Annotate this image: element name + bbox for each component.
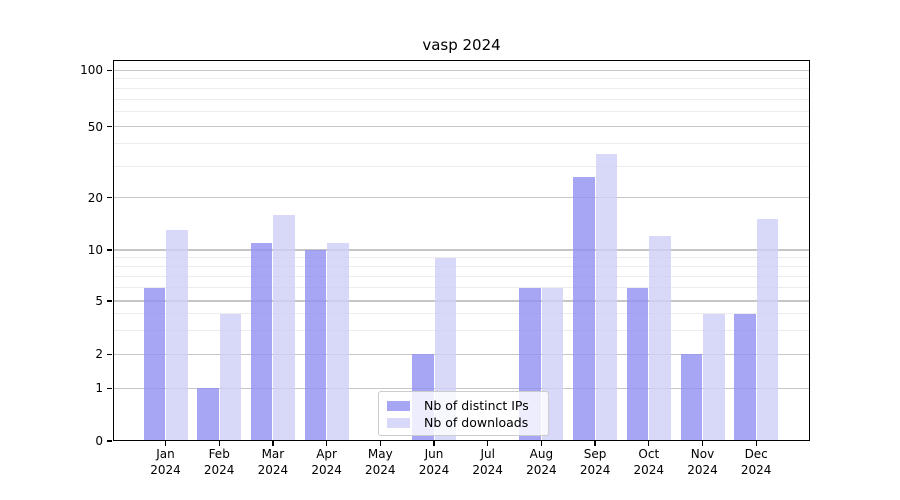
y-tick-label-10: 10	[87, 243, 103, 257]
x-tick-jul	[487, 441, 489, 446]
gridline-major-10	[113, 249, 810, 251]
y-tick-label-2: 2	[95, 347, 103, 362]
bar-downloads-nov	[703, 313, 725, 441]
x-tick-label-jul: Jul 2024	[472, 447, 503, 477]
x-tick-label-jun: Jun 2024	[418, 447, 450, 477]
gridline-minor-6	[113, 287, 810, 289]
gridline-minor-3	[113, 330, 810, 332]
x-tick-label-jan: Jan 2024	[150, 447, 181, 477]
gridline-major-1	[113, 387, 810, 389]
y-tick-10	[107, 249, 112, 251]
bar-ips-dec	[734, 313, 756, 441]
y-tick-label-1: 1	[95, 381, 103, 396]
gridline-minor-40	[113, 143, 810, 145]
legend-swatch-distinct-ips	[387, 400, 410, 411]
x-tick-label-mar: Mar 2024	[257, 447, 289, 477]
gridline-major-5	[113, 300, 810, 302]
gridline-minor-60	[113, 111, 810, 113]
x-tick-feb	[218, 441, 220, 446]
x-tick-oct	[648, 441, 650, 446]
y-tick-label-20: 20	[87, 190, 103, 205]
gridline-major-2	[113, 353, 810, 355]
x-tick-label-aug: Aug 2024	[526, 447, 557, 477]
bar-downloads-mar	[273, 214, 295, 441]
gridline-minor-90	[113, 78, 810, 80]
legend-label-downloads: Nb of downloads	[424, 415, 529, 430]
bar-downloads-feb	[219, 313, 242, 441]
bar-downloads-oct	[649, 236, 671, 441]
bar-ips-sep	[573, 177, 595, 441]
y-tick-label-5: 5	[95, 294, 103, 308]
gridline-minor-7	[113, 275, 810, 277]
x-tick-dec	[755, 441, 757, 446]
x-tick-mar	[272, 441, 274, 446]
x-tick-label-sep: Sep 2024	[579, 447, 611, 477]
bar-downloads-jan	[166, 230, 188, 441]
x-tick-jun	[433, 441, 435, 446]
x-tick-apr	[325, 441, 328, 446]
gridline-minor-70	[113, 98, 810, 100]
y-tick-2	[107, 353, 112, 355]
x-tick-label-may: May 2024	[365, 447, 396, 477]
y-tick-5	[107, 300, 112, 302]
gridline-major-20	[113, 197, 810, 199]
bar-ips-nov	[680, 354, 702, 441]
x-tick-aug	[540, 441, 543, 446]
y-tick-label-0: 0	[95, 434, 103, 448]
x-tick-label-oct: Oct 2024	[633, 447, 665, 477]
y-tick-label-50: 50	[87, 119, 103, 134]
x-tick-may	[379, 441, 381, 446]
x-tick-label-feb: Feb 2024	[203, 447, 235, 477]
legend: Nb of distinct IPs Nb of downloads	[378, 391, 549, 436]
legend-swatch-downloads	[387, 417, 410, 428]
bar-downloads-apr	[327, 242, 349, 441]
bar-ips-mar	[250, 242, 273, 441]
x-tick-label-apr: Apr 2024	[311, 447, 342, 477]
legend-item-downloads: Nb of downloads	[387, 414, 540, 431]
gridline-major-50	[113, 126, 810, 128]
bar-downloads-sep	[595, 154, 618, 441]
x-tick-label-nov: Nov 2024	[687, 447, 718, 477]
legend-label-distinct-ips: Nb of distinct IPs	[424, 398, 529, 413]
x-tick-label-dec: Dec 2024	[740, 447, 772, 477]
gridline-minor-9	[113, 257, 810, 259]
bar-ips-oct	[626, 287, 649, 441]
y-tick-label-100: 100	[80, 63, 103, 78]
bar-ips-jan	[143, 287, 165, 441]
x-tick-jan	[164, 441, 167, 446]
gridline-minor-8	[113, 265, 810, 267]
legend-item-distinct-ips: Nb of distinct IPs	[387, 397, 540, 414]
x-tick-sep	[594, 441, 596, 446]
gridline-minor-4	[113, 313, 810, 315]
chart-title: vasp 2024	[422, 36, 501, 54]
y-tick-50	[107, 126, 112, 128]
bar-downloads-dec	[756, 219, 779, 441]
y-tick-20	[107, 197, 112, 199]
bar-ips-apr	[304, 250, 327, 441]
gridline-minor-30	[113, 165, 810, 167]
y-tick-100	[107, 69, 112, 71]
y-tick-0	[107, 440, 112, 442]
bar-ips-feb	[197, 388, 219, 441]
gridline-major-100	[113, 69, 810, 71]
gridline-minor-80	[113, 87, 810, 89]
y-tick-1	[107, 387, 112, 389]
x-tick-nov	[701, 441, 704, 446]
